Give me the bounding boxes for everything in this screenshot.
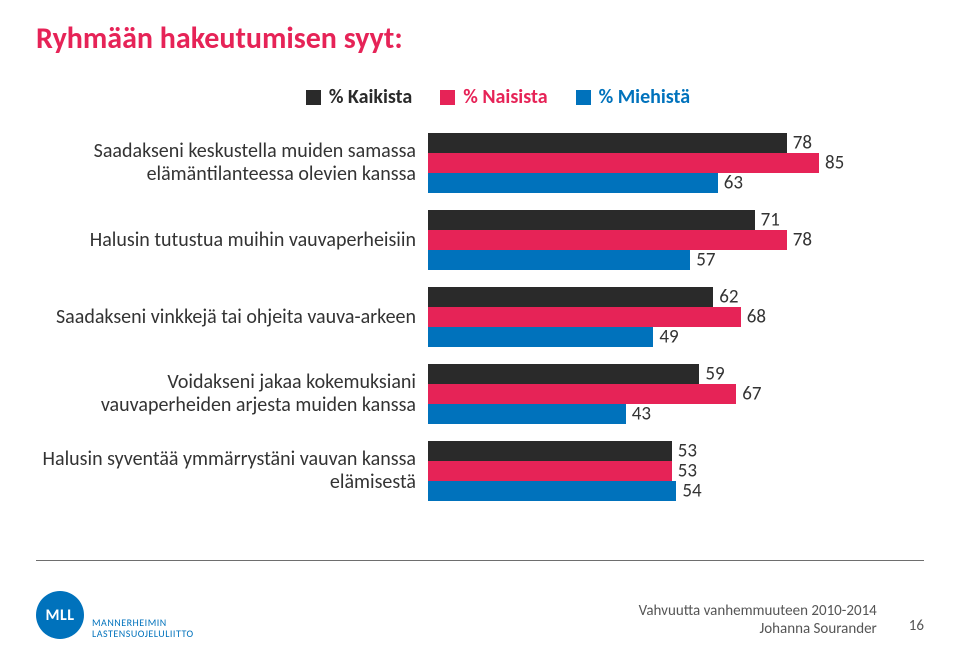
bar — [428, 461, 672, 481]
bar-track: 57 — [428, 250, 888, 270]
bar-value: 78 — [787, 132, 812, 155]
bar-value: 85 — [819, 152, 844, 175]
chart-legend: % Kaikista % Naisista % Miehistä — [72, 85, 924, 109]
chart-row: Halusin syventää ymmärrystäni vauvan kan… — [36, 441, 924, 501]
bar-value: 57 — [690, 249, 715, 272]
bar-value: 78 — [787, 229, 812, 252]
slide-title: Ryhmään hakeutumisen syyt: — [36, 20, 924, 57]
slide: Ryhmään hakeutumisen syyt: % Kaikista % N… — [0, 0, 960, 657]
logo-line-2: LASTENSUOJELULIITTO — [92, 628, 194, 639]
bar — [428, 481, 676, 501]
bar-track: 43 — [428, 404, 888, 424]
bars-area: 535354 — [428, 441, 888, 501]
credits: Vahvuutta vanhemmuuteen 2010-2014 Johann… — [639, 602, 877, 640]
bar — [428, 307, 741, 327]
bar-track: 68 — [428, 307, 888, 327]
bar-track: 62 — [428, 287, 888, 307]
bars-area: 71 78 57 — [428, 210, 888, 270]
logo-badge: MLL — [36, 591, 84, 639]
bar-value: 68 — [741, 306, 766, 329]
bar-value: 63 — [718, 172, 743, 195]
logo-text: MANNERHEIMIN LASTENSUOJELULIITTO — [92, 617, 194, 639]
bar-track: 67 — [428, 384, 888, 404]
bar — [428, 364, 699, 384]
bars-area: 6268 49 — [428, 287, 888, 347]
logo: MLL MANNERHEIMIN LASTENSUOJELULIITTO — [36, 591, 194, 639]
bar-value: 62 — [713, 286, 738, 309]
bar-track: 78 — [428, 133, 888, 153]
bar-track: 78 — [428, 230, 888, 250]
legend-swatch — [576, 90, 591, 105]
bar-value: 59 — [699, 363, 724, 386]
legend-item: % Naisista — [440, 85, 547, 109]
bar-value: 43 — [626, 403, 651, 426]
bar — [428, 153, 819, 173]
legend-item: % Kaikista — [306, 85, 412, 109]
bar — [428, 133, 787, 153]
bar-track: 59 — [428, 364, 888, 384]
bar — [428, 441, 672, 461]
bar-track: 63 — [428, 173, 888, 193]
bar-chart: Saadakseni keskustella muiden samassa el… — [36, 133, 924, 501]
bar-track: 71 — [428, 210, 888, 230]
legend-item: % Miehistä — [576, 85, 691, 109]
bar-track: 54 — [428, 481, 888, 501]
bar — [428, 404, 626, 424]
category-label: Saadakseni vinkkejä tai ohjeita vauva-ar… — [36, 306, 428, 329]
chart-row: Saadakseni keskustella muiden samassa el… — [36, 133, 924, 193]
bar-track: 53 — [428, 461, 888, 481]
bars-area: 78 85 63 — [428, 133, 888, 193]
bar-track: 53 — [428, 441, 888, 461]
legend-swatch — [440, 90, 455, 105]
category-label: Halusin syventää ymmärrystäni vauvan kan… — [36, 448, 428, 494]
bar — [428, 230, 787, 250]
bar-value: 49 — [653, 326, 678, 349]
bar — [428, 384, 736, 404]
chart-row: Voidakseni jakaa kokemuksiani vauvaperhe… — [36, 364, 924, 424]
bars-area: 59 67 43 — [428, 364, 888, 424]
legend-swatch — [306, 90, 321, 105]
bar — [428, 327, 653, 347]
divider-line — [36, 560, 924, 561]
credit-line-1: Vahvuutta vanhemmuuteen 2010-2014 — [639, 602, 877, 621]
category-label: Saadakseni keskustella muiden samassa el… — [36, 140, 428, 186]
bar-value: 54 — [676, 480, 701, 503]
bar — [428, 210, 755, 230]
bar — [428, 287, 713, 307]
footer: MLL MANNERHEIMIN LASTENSUOJELULIITTO Vah… — [36, 591, 924, 639]
legend-label: % Naisista — [463, 85, 547, 109]
page-number: 16 — [909, 617, 924, 639]
bar-track: 85 — [428, 153, 888, 173]
category-label: Voidakseni jakaa kokemuksiani vauvaperhe… — [36, 371, 428, 417]
bar-track: 49 — [428, 327, 888, 347]
chart-row: Halusin tutustua muihin vauvaperheisiin7… — [36, 210, 924, 270]
legend-label: % Kaikista — [329, 85, 412, 109]
bar — [428, 173, 718, 193]
bar-value: 71 — [755, 209, 780, 232]
category-label: Halusin tutustua muihin vauvaperheisiin — [36, 229, 428, 252]
legend-label: % Miehistä — [599, 85, 691, 109]
credit-line-2: Johanna Sourander — [639, 620, 877, 639]
bar-value: 67 — [736, 383, 761, 406]
chart-row: Saadakseni vinkkejä tai ohjeita vauva-ar… — [36, 287, 924, 347]
bar — [428, 250, 690, 270]
